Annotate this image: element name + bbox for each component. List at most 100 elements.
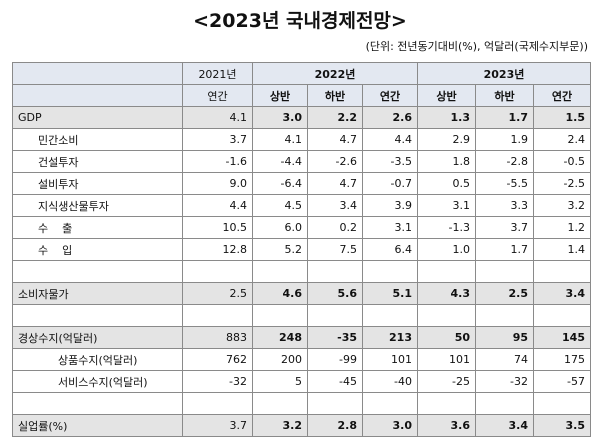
header-cell [12,62,183,85]
year-header: 2023년 [417,62,591,85]
value-cell: 6.4 [362,238,418,261]
empty-cell [475,392,534,415]
data-row: 수 출 10.5 6.0 0.2 3.1 -1.3 3.7 1.2 [12,216,591,239]
data-row: 경상수지(억달러) 883 248 -35 213 50 95 145 [12,326,591,349]
empty-cell [533,392,591,415]
value-cell: 2.5 [182,282,253,305]
period-header: 연간 [182,84,253,107]
value-cell: 762 [182,348,253,371]
value-cell: 4.4 [362,128,418,151]
value-cell: -3.5 [362,150,418,173]
value-cell: 2.4 [533,128,591,151]
value-cell: -5.5 [475,172,534,195]
empty-cell [362,260,418,283]
value-cell: 1.3 [417,106,476,129]
unit-note: (단위: 전년동기대비(%), 억달러(국제수지부문)) [365,40,588,53]
year-header: 2021년 [182,62,253,85]
period-header: 연간 [533,84,591,107]
value-cell: 1.2 [533,216,591,239]
value-cell: -1.3 [417,216,476,239]
row-label: 수 입 [12,238,183,261]
value-cell: 5.2 [252,238,308,261]
value-cell: 10.5 [182,216,253,239]
empty-cell [417,260,476,283]
value-cell: -32 [475,370,534,393]
data-row: 상품수지(억달러) 762 200 -99 101 101 74 175 [12,348,591,371]
value-cell: 3.3 [475,194,534,217]
empty-cell [252,392,308,415]
value-cell: 12.8 [182,238,253,261]
forecast-table: 2021년 2022년 2023년 연간 상반 하반 연간 상반 하반 연간 GDP 4.1 3.0 2.… [12,62,591,437]
value-cell: -0.5 [533,150,591,173]
value-cell: 1.5 [533,106,591,129]
row-label: 실업률(%) [12,414,183,437]
empty-cell [307,392,363,415]
empty-cell [417,392,476,415]
title: <2023년 국내경제전망> [193,10,407,32]
value-cell: -2.8 [475,150,534,173]
value-cell: 1.7 [475,106,534,129]
empty-cell [362,304,418,327]
value-cell: -2.5 [533,172,591,195]
data-row: GDP 4.1 3.0 2.2 2.6 1.3 1.7 1.5 [12,106,591,129]
value-cell: 4.5 [252,194,308,217]
value-cell: 3.6 [417,414,476,437]
period-header: 상반 [417,84,476,107]
value-cell: 3.4 [533,282,591,305]
value-cell: 4.7 [307,128,363,151]
value-cell: -2.6 [307,150,363,173]
value-cell: 4.3 [417,282,476,305]
row-label: 상품수지(억달러) [12,348,183,371]
header-row: 연간 상반 하반 연간 상반 하반 연간 [12,84,591,107]
period-header: 하반 [475,84,534,107]
value-cell: 213 [362,326,418,349]
blank-row [12,260,591,283]
value-cell: 1.0 [417,238,476,261]
value-cell: 3.7 [182,128,253,151]
value-cell: 5.1 [362,282,418,305]
value-cell: -45 [307,370,363,393]
value-cell: -1.6 [182,150,253,173]
row-label: 건설투자 [12,150,183,173]
value-cell: 50 [417,326,476,349]
value-cell: -0.7 [362,172,418,195]
value-cell: 74 [475,348,534,371]
header-cell [12,84,183,107]
empty-cell [252,260,308,283]
value-cell: 9.0 [182,172,253,195]
row-label: 민간소비 [12,128,183,151]
value-cell: 3.4 [475,414,534,437]
period-header: 연간 [362,84,418,107]
data-row: 건설투자 -1.6 -4.4 -2.6 -3.5 1.8 -2.8 -0.5 [12,150,591,173]
value-cell: 883 [182,326,253,349]
row-label: 지식생산물투자 [12,194,183,217]
empty-cell [362,392,418,415]
year-header: 2022년 [252,62,418,85]
row-label: 서비스수지(억달러) [12,370,183,393]
empty-cell [12,304,183,327]
empty-cell [533,304,591,327]
value-cell: 3.1 [417,194,476,217]
value-cell: 0.2 [307,216,363,239]
value-cell: -99 [307,348,363,371]
data-row: 민간소비 3.7 4.1 4.7 4.4 2.9 1.9 2.4 [12,128,591,151]
empty-cell [475,260,534,283]
empty-cell [252,304,308,327]
value-cell: -57 [533,370,591,393]
value-cell: 4.4 [182,194,253,217]
value-cell: 3.7 [182,414,253,437]
value-cell: -35 [307,326,363,349]
value-cell: 4.1 [182,106,253,129]
empty-cell [475,304,534,327]
blank-row [12,304,591,327]
value-cell: 1.7 [475,238,534,261]
value-cell: 3.0 [362,414,418,437]
value-cell: 6.0 [252,216,308,239]
value-cell: 5.6 [307,282,363,305]
data-row: 실업률(%) 3.7 3.2 2.8 3.0 3.6 3.4 3.5 [12,414,591,437]
value-cell: 4.7 [307,172,363,195]
row-label: 소비자물가 [12,282,183,305]
value-cell: 2.2 [307,106,363,129]
value-cell: 3.7 [475,216,534,239]
